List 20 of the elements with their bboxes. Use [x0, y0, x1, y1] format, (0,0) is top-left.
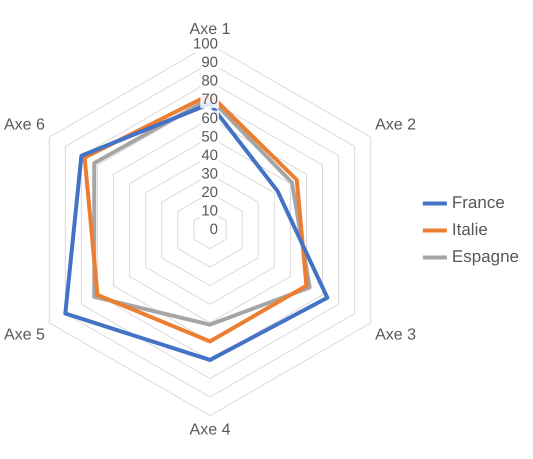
legend-label: France [452, 193, 505, 212]
legend-label: Italie [452, 220, 488, 240]
y-tick-label: 50 [201, 128, 218, 146]
spoke-label: Axe 1 [190, 21, 231, 38]
legend-label: Espagne [452, 247, 520, 266]
spoke-label: Axe 3 [375, 326, 416, 344]
spoke-label: Axe 5 [4, 326, 46, 344]
y-tick-label: 100 [192, 36, 218, 53]
y-tick-label: 40 [201, 146, 218, 164]
y-tick-label: 60 [201, 110, 218, 127]
y-tick-label: 0 [210, 221, 218, 238]
y-tick-label: 90 [201, 54, 218, 72]
y-tick-label: 80 [201, 72, 218, 90]
y-tick-label: 30 [201, 165, 218, 182]
y-tick-label: 10 [201, 202, 218, 220]
spoke-label: Axe 6 [4, 116, 46, 134]
y-tick-label: 70 [201, 91, 218, 108]
spoke-label: Axe 2 [375, 116, 416, 134]
spoke-label: Axe 4 [190, 422, 231, 439]
y-tick-label: 20 [201, 184, 218, 202]
